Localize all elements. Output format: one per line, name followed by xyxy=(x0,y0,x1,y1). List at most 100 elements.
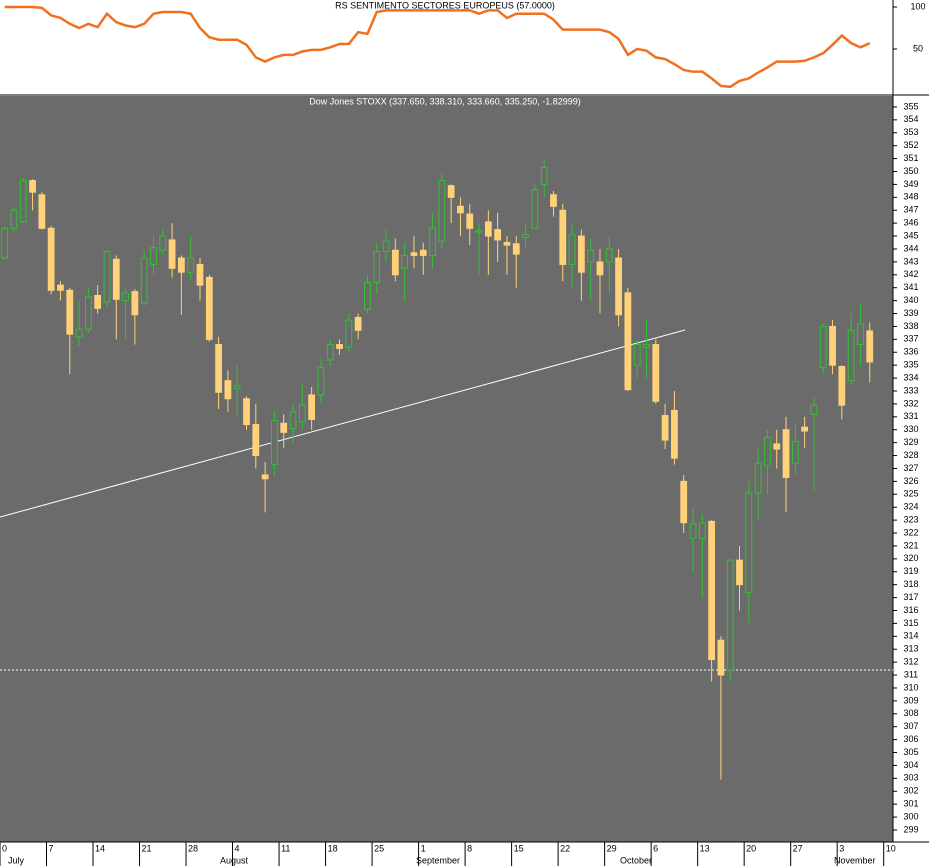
y-tick-label: 342 xyxy=(903,269,918,279)
y-tick-label: 326 xyxy=(903,476,918,486)
candle-body xyxy=(159,235,167,251)
candle-body xyxy=(280,422,288,433)
candle-body xyxy=(689,523,697,539)
candle-body xyxy=(857,323,864,346)
candle-body xyxy=(447,185,455,198)
x-tick-label: 15 xyxy=(514,843,524,853)
y-tick-label: 355 xyxy=(903,101,918,111)
y-tick-label: 334 xyxy=(903,372,918,382)
candle-body xyxy=(345,319,353,348)
y-tick-label: 322 xyxy=(903,527,918,537)
y-tick-label: 345 xyxy=(903,230,918,240)
y-tick-label: 313 xyxy=(903,644,918,654)
candle-body xyxy=(643,344,650,348)
month-label: September xyxy=(416,855,460,865)
y-tick-label: 307 xyxy=(903,721,918,731)
y-tick-label: 324 xyxy=(903,502,918,512)
candle-body xyxy=(243,398,250,426)
candle-body xyxy=(801,426,809,432)
candle-body xyxy=(196,263,204,286)
candle-body xyxy=(150,247,157,265)
y-tick-label: 351 xyxy=(903,153,918,163)
y-tick-label: 100 xyxy=(910,1,925,11)
y-tick-label: 336 xyxy=(903,347,918,357)
y-tick-label: 352 xyxy=(903,140,918,150)
candle-body xyxy=(140,257,148,304)
price-panel xyxy=(0,96,893,842)
y-tick-label: 333 xyxy=(903,385,918,395)
candle-body xyxy=(708,520,715,661)
candle-body xyxy=(215,344,222,393)
candle-body xyxy=(271,420,278,466)
y-tick-label: 350 xyxy=(903,166,918,176)
candle-body xyxy=(336,344,343,349)
indicator-title: RS SENTIMENTO SECTORES EUROPEUS (57.0000… xyxy=(335,0,555,10)
x-tick-label: 18 xyxy=(328,843,338,853)
x-tick-label: 28 xyxy=(188,843,198,853)
candle-body xyxy=(122,292,129,302)
y-tick-label: 340 xyxy=(903,295,918,305)
month-label: August xyxy=(220,855,249,865)
x-tick-label: 10 xyxy=(886,843,896,853)
candle-body xyxy=(10,209,18,229)
y-tick-label: 312 xyxy=(903,657,918,667)
y-tick-label: 304 xyxy=(903,760,918,770)
candle-body xyxy=(298,404,306,423)
candle-body xyxy=(829,325,836,366)
candle-body xyxy=(484,221,492,237)
candle-body xyxy=(168,239,176,269)
candle-body xyxy=(652,344,660,402)
x-tick-label: 27 xyxy=(793,843,803,853)
y-tick-label: 329 xyxy=(903,437,918,447)
candle-body xyxy=(205,276,213,340)
month-label: November xyxy=(834,855,876,865)
candle-body xyxy=(429,227,436,256)
y-tick-label: 317 xyxy=(903,592,918,602)
candle-body xyxy=(419,249,427,256)
candle-body xyxy=(503,242,511,246)
trend-line xyxy=(0,329,686,518)
x-tick-label: 21 xyxy=(142,843,152,853)
candle-body xyxy=(317,367,325,396)
y-tick-label: 354 xyxy=(903,114,918,124)
candle-body xyxy=(103,251,111,303)
candle-body xyxy=(838,365,846,406)
month-label: October xyxy=(620,855,652,865)
y-tick-label: 346 xyxy=(903,218,918,228)
y-tick-label: 305 xyxy=(903,747,918,757)
y-tick-label: 335 xyxy=(903,360,918,370)
candle-body xyxy=(810,404,818,415)
candle-body xyxy=(373,251,381,284)
candle-body xyxy=(38,194,46,229)
y-tick-label: 344 xyxy=(903,243,918,253)
y-tick-label: 339 xyxy=(903,308,918,318)
candle-body xyxy=(819,325,827,369)
candle-body xyxy=(624,292,632,391)
candle-body xyxy=(131,291,139,316)
candle-body xyxy=(596,261,604,276)
candle-body xyxy=(736,559,743,586)
candle-body xyxy=(568,234,576,265)
candle-body xyxy=(680,480,688,524)
y-tick-label: 50 xyxy=(913,43,923,53)
candle-body xyxy=(84,296,92,330)
candle-body xyxy=(1,227,9,259)
candle-body xyxy=(512,243,520,255)
y-tick-label: 310 xyxy=(903,682,918,692)
y-tick-label: 314 xyxy=(903,631,918,641)
x-tick-label: 4 xyxy=(235,843,240,853)
candle-body xyxy=(475,230,483,233)
candle-body xyxy=(773,443,781,450)
month-label: July xyxy=(8,855,25,865)
y-tick-label: 316 xyxy=(903,605,918,615)
y-tick-label: 302 xyxy=(903,786,918,796)
candle-body xyxy=(233,385,241,389)
x-tick-label: 0 xyxy=(2,843,7,853)
y-tick-label: 332 xyxy=(903,398,918,408)
candle-body xyxy=(354,316,362,331)
candle-body xyxy=(187,257,195,273)
candle-body xyxy=(698,522,706,539)
y-tick-label: 343 xyxy=(903,256,918,266)
